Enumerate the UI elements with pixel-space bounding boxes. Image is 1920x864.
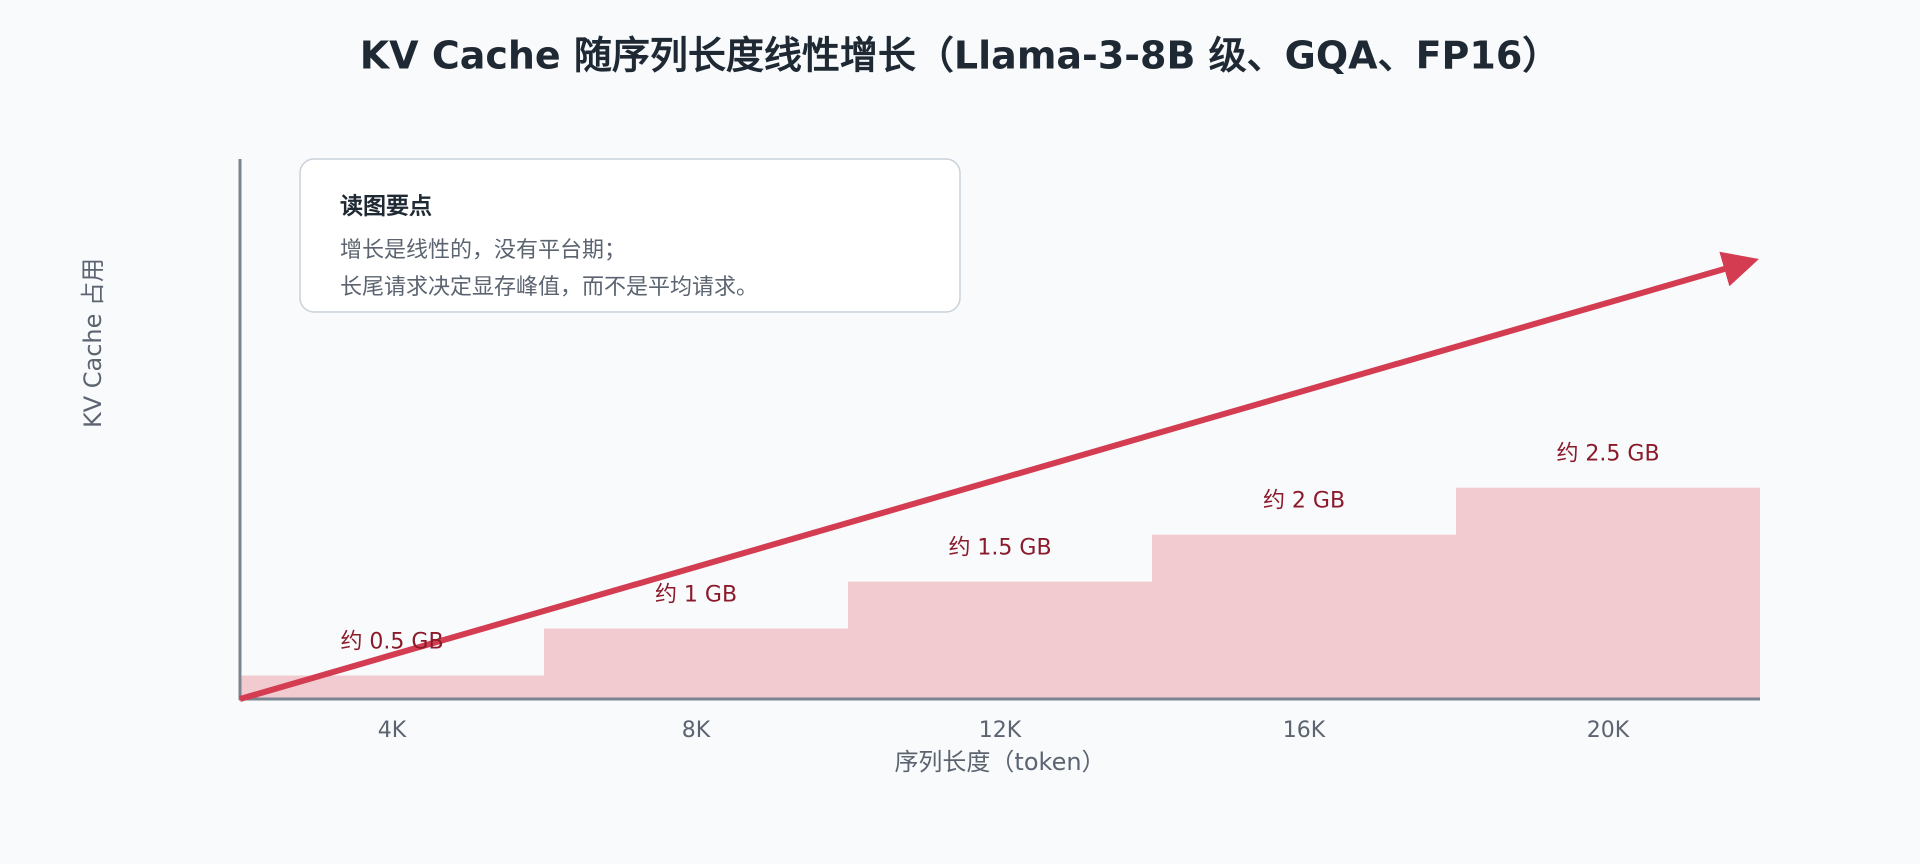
x-tick-label: 8K	[682, 718, 711, 743]
y-axis-label: KV Cache 占用	[79, 258, 107, 428]
bar	[240, 675, 544, 699]
bar	[544, 628, 848, 699]
value-label: 约 1.5 GB	[948, 536, 1051, 561]
chart-title: KV Cache 随序列长度线性增长（Llama-3-8B 级、GQA、FP16…	[360, 34, 1561, 78]
value-label: 约 1 GB	[655, 583, 737, 608]
value-label: 约 2 GB	[1263, 489, 1345, 514]
x-axis-label: 序列长度（token）	[894, 748, 1105, 776]
bar	[1152, 534, 1456, 699]
x-tick-label: 20K	[1587, 718, 1630, 743]
x-tick-label: 16K	[1283, 718, 1326, 743]
x-tick-label: 12K	[979, 718, 1022, 743]
bar	[848, 581, 1152, 699]
bar	[1456, 487, 1760, 699]
annotation-frame	[299, 158, 961, 313]
x-tick-label: 4K	[378, 718, 407, 743]
value-label: 约 0.5 GB	[340, 630, 443, 655]
annotation-line: 增长是线性的，没有平台期；	[340, 238, 626, 263]
bars	[240, 487, 1760, 699]
trend-arrow	[239, 251, 1759, 702]
annotation-box: 读图要点 增长是线性的，没有平台期； 长尾请求决定显存峰值，而不是平均请求。	[299, 158, 961, 313]
value-label: 约 2.5 GB	[1556, 442, 1659, 467]
annotation-line: 长尾请求决定显存峰值，而不是平均请求。	[340, 275, 758, 300]
annotation-title: 读图要点	[340, 194, 432, 220]
